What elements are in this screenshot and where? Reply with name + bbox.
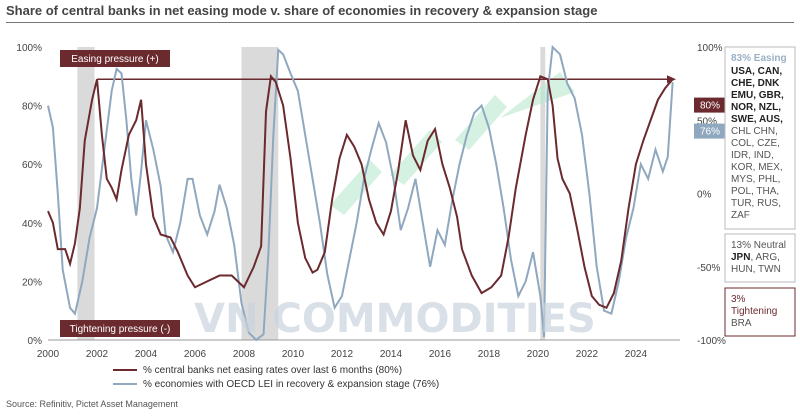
panel-easing-bold-line-0: USA, CAN,	[731, 66, 782, 77]
legend-swatch-oecd	[113, 383, 137, 386]
panel-easing-line-3: KOR, MEX,	[731, 162, 783, 173]
y-tick-right-4: 100%	[697, 43, 723, 54]
oecd-end-label: 76%	[700, 127, 720, 138]
panel-easing-bold-line-4: SWE, AUS,	[731, 114, 783, 125]
panel-easing-bold-line-2: EMU, GBR,	[731, 90, 784, 101]
panel-easing-line-0: CHL CHN,	[731, 126, 778, 137]
panel-easing-line-5: POL, THA,	[731, 186, 779, 197]
y-tick-right-1: -50%	[697, 263, 720, 274]
panel-neutral-box	[724, 233, 796, 283]
title-divider	[6, 22, 794, 23]
tightening-annotation: Tightening pressure (-)	[60, 320, 180, 337]
x-tick-2: 2004	[135, 349, 158, 360]
x-tick-12: 2024	[625, 349, 648, 360]
legend-item-cb: % central banks net easing rates over la…	[113, 365, 402, 376]
legend-label-oecd: % economies with OECD LEI in recovery & …	[143, 379, 440, 390]
x-tick-5: 2010	[282, 349, 305, 360]
x-tick-3: 2006	[184, 349, 207, 360]
tightening-annotation-text: Tightening pressure (-)	[70, 324, 171, 335]
watermark-arrows	[330, 72, 575, 215]
panel-neutral-heading: 13% Neutral	[731, 240, 786, 251]
panel-easing-line-7: ZAF	[731, 210, 750, 221]
panel-easing-bold-line-1: CHE, DNK	[731, 78, 780, 89]
y-tick-left-0: 0%	[28, 336, 43, 347]
y-tick-left-3: 60%	[22, 160, 42, 171]
legend-swatch-cb	[113, 369, 137, 372]
y-tick-left-1: 20%	[22, 277, 42, 288]
shaded-period-0	[77, 47, 95, 340]
watermark-arrow-stroke-1	[390, 130, 442, 185]
cb-end-label-box	[694, 97, 726, 113]
x-tick-7: 2014	[380, 349, 403, 360]
panel-easing-line-6: TUR, RUS,	[731, 198, 781, 209]
x-tick-4: 2008	[233, 349, 256, 360]
shaded-period-1	[241, 47, 279, 340]
panel-easing-line-1: COL, CZE,	[731, 138, 780, 149]
watermark-arrow-head	[500, 72, 575, 118]
x-tick-11: 2022	[576, 349, 599, 360]
panel-neutral-line-0: JPN, ARG,	[731, 252, 780, 263]
y-tick-right-3: 50%	[697, 116, 717, 127]
panel-neutral-line-1: HUN, TWN	[731, 264, 781, 275]
easing-annotation: Easing pressure (+)	[60, 50, 170, 67]
x-tick-10: 2020	[527, 349, 550, 360]
y-tick-left-5: 100%	[16, 43, 42, 54]
panel-easing-heading: 83% Easing	[731, 53, 787, 64]
watermark-text: VN COMMODITIES	[194, 296, 596, 342]
oecd-end-label-box	[694, 123, 726, 139]
source-note: Source: Refinitiv, Pictet Asset Manageme…	[6, 399, 178, 409]
shaded-period-2	[540, 47, 546, 340]
y-tick-left-2: 40%	[22, 219, 42, 230]
panel-tightening-line-0: BRA	[731, 318, 752, 329]
panel-easing-box	[724, 46, 796, 230]
panel-neutral-bold-word: JPN	[731, 252, 750, 263]
x-tick-9: 2018	[478, 349, 501, 360]
panel-tightening-heading-pct: 3%	[731, 294, 746, 305]
x-tick-6: 2012	[331, 349, 354, 360]
panel-neutral-line-0-rest: , ARG,	[750, 252, 779, 263]
panel-tightening-box	[724, 287, 796, 337]
y-tick-left-4: 80%	[22, 102, 42, 113]
x-tick-0: 2000	[37, 349, 60, 360]
panel-easing-line-4: MYS, PHL,	[731, 174, 780, 185]
x-tick-8: 2016	[429, 349, 452, 360]
panel-easing-line-2: IDR, IND,	[731, 150, 774, 161]
x-tick-1: 2002	[86, 349, 109, 360]
cb-end-label: 80%	[700, 101, 720, 112]
panel-tightening-heading-word: Tightening	[731, 306, 777, 317]
watermark-arrow-stroke-2	[455, 95, 507, 150]
easing-annotation-box	[60, 50, 170, 67]
watermark-arrow-stroke-0	[330, 160, 382, 215]
legend-label-cb: % central banks net easing rates over la…	[143, 365, 403, 376]
y-tick-right-2: 0%	[697, 190, 712, 201]
series-cb-line	[47, 73, 674, 310]
legend-item-oecd: % economies with OECD LEI in recovery & …	[113, 379, 439, 390]
y-tick-right-0: -100%	[697, 336, 726, 347]
easing-annotation-text: Easing pressure (+)	[71, 54, 159, 65]
panel-easing-bold-line-3: NOR, NZL,	[731, 102, 781, 113]
series-oecd-line	[47, 44, 674, 342]
chart-title: Share of central banks in net easing mod…	[6, 3, 598, 18]
tightening-annotation-box	[60, 320, 180, 337]
